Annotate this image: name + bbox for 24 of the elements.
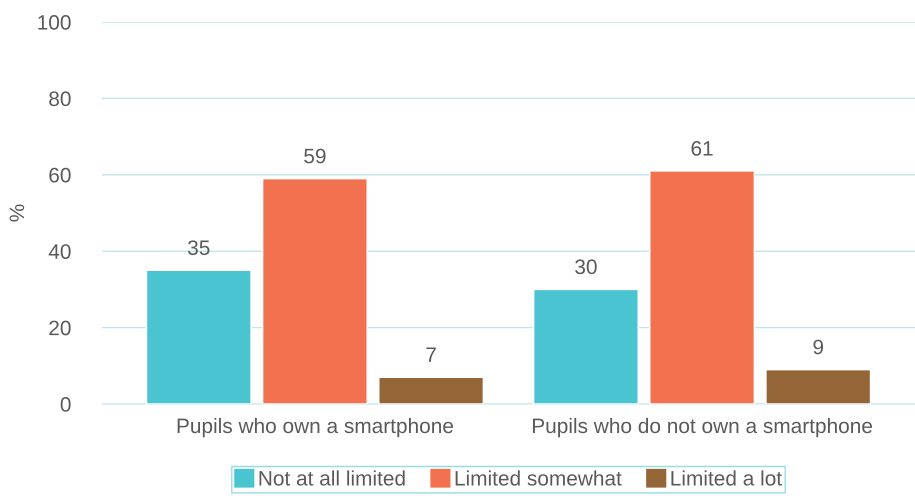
data-label: 9 — [813, 340, 824, 354]
y-tick-label: 20 — [49, 320, 71, 336]
data-label: 30 — [575, 259, 597, 274]
x-tick-label: Pupils who do not own a smartphone — [532, 418, 872, 438]
bar — [649, 170, 756, 404]
data-label: 59 — [304, 148, 326, 164]
legend-label: Limited somewhat — [456, 470, 622, 486]
y-tick-label: 80 — [49, 91, 71, 106]
bar — [378, 376, 484, 404]
bar — [532, 288, 639, 404]
bar — [146, 270, 252, 404]
y-axis-title: % — [10, 204, 24, 222]
y-tick-label: 40 — [48, 244, 71, 259]
y-tick-label: 0 — [60, 397, 71, 412]
y-tick-label: 60 — [49, 168, 71, 183]
data-label: 35 — [188, 240, 210, 256]
bar — [262, 178, 368, 404]
data-label: 7 — [426, 347, 436, 362]
legend-label: Limited a lot — [671, 470, 782, 486]
data-label: 61 — [692, 141, 713, 156]
legend-label: Not at all limited — [260, 470, 405, 486]
bar — [765, 368, 872, 404]
y-tick-label: 100 — [38, 15, 71, 30]
x-tick-label: Pupils who own a smartphone — [178, 418, 453, 438]
